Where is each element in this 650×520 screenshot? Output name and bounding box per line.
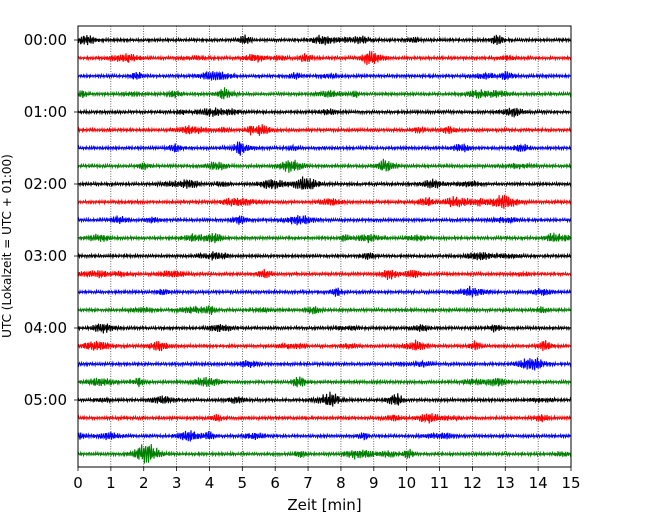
seismic-trace [77, 158, 572, 173]
x-tick-label: 14 [529, 474, 548, 492]
seismic-trace [77, 376, 572, 388]
seismic-trace [77, 215, 572, 226]
seismic-trace [77, 285, 572, 298]
plot-frame [77, 25, 572, 468]
x-tick-label: 15 [561, 474, 580, 492]
seismic-trace [77, 124, 572, 136]
x-tick-label: 7 [303, 474, 313, 492]
seismic-trace [77, 430, 572, 442]
seismic-trace [77, 232, 572, 244]
x-tick-label: 12 [463, 474, 482, 492]
y-tick-label: 05:00 [24, 391, 67, 409]
x-axis-title: Zeit [min] [287, 496, 361, 514]
seismic-trace [77, 50, 572, 66]
seismic-trace [77, 34, 572, 46]
grid-lines [110, 26, 539, 467]
x-tick-label: 13 [496, 474, 515, 492]
seismic-trace [77, 107, 572, 118]
plot-background [78, 26, 571, 467]
seismic-trace [77, 194, 572, 209]
y-tick-label: 00:00 [24, 31, 67, 49]
y-tick-label: 03:00 [24, 247, 67, 265]
x-tick-label: 8 [336, 474, 346, 492]
x-tick-label: 5 [238, 474, 248, 492]
seismic-trace [77, 357, 572, 371]
x-tick-label: 4 [205, 474, 215, 492]
seismic-trace [77, 444, 572, 464]
seismic-trace [77, 413, 572, 424]
y-tick-label: 02:00 [24, 175, 67, 193]
seismic-trace [77, 176, 572, 190]
seismic-trace [77, 87, 572, 100]
x-tick-label: 6 [270, 474, 280, 492]
seismic-trace [77, 391, 572, 407]
x-tick-label: 9 [369, 474, 379, 492]
y-axis-title: UTC (Lokalzeit = UTC + 01:00) [0, 154, 14, 338]
seismic-trace [77, 305, 572, 315]
x-tick-label: 3 [172, 474, 182, 492]
y-tick-label: 04:00 [24, 319, 67, 337]
x-tick-label: 0 [73, 474, 83, 492]
x-tick-label: 2 [139, 474, 149, 492]
y-tick-label: 01:00 [24, 103, 67, 121]
seismic-traces [77, 34, 572, 464]
x-axis-ticks: 0 1 2 3 4 5 6 7 8 9 10 11 12 13 14 15 [73, 467, 581, 492]
x-tick-label: 1 [106, 474, 116, 492]
seismic-trace [77, 339, 572, 352]
seismic-trace [77, 70, 572, 81]
seismic-trace [77, 141, 572, 156]
seismic-trace [77, 323, 572, 334]
x-tick-label: 10 [397, 474, 416, 492]
x-tick-label: 11 [430, 474, 449, 492]
seismic-trace [77, 251, 572, 261]
y-axis-ticks: 00:00 01:00 02:00 03:00 04:00 05:00 [24, 31, 78, 409]
seismic-trace [77, 268, 572, 281]
